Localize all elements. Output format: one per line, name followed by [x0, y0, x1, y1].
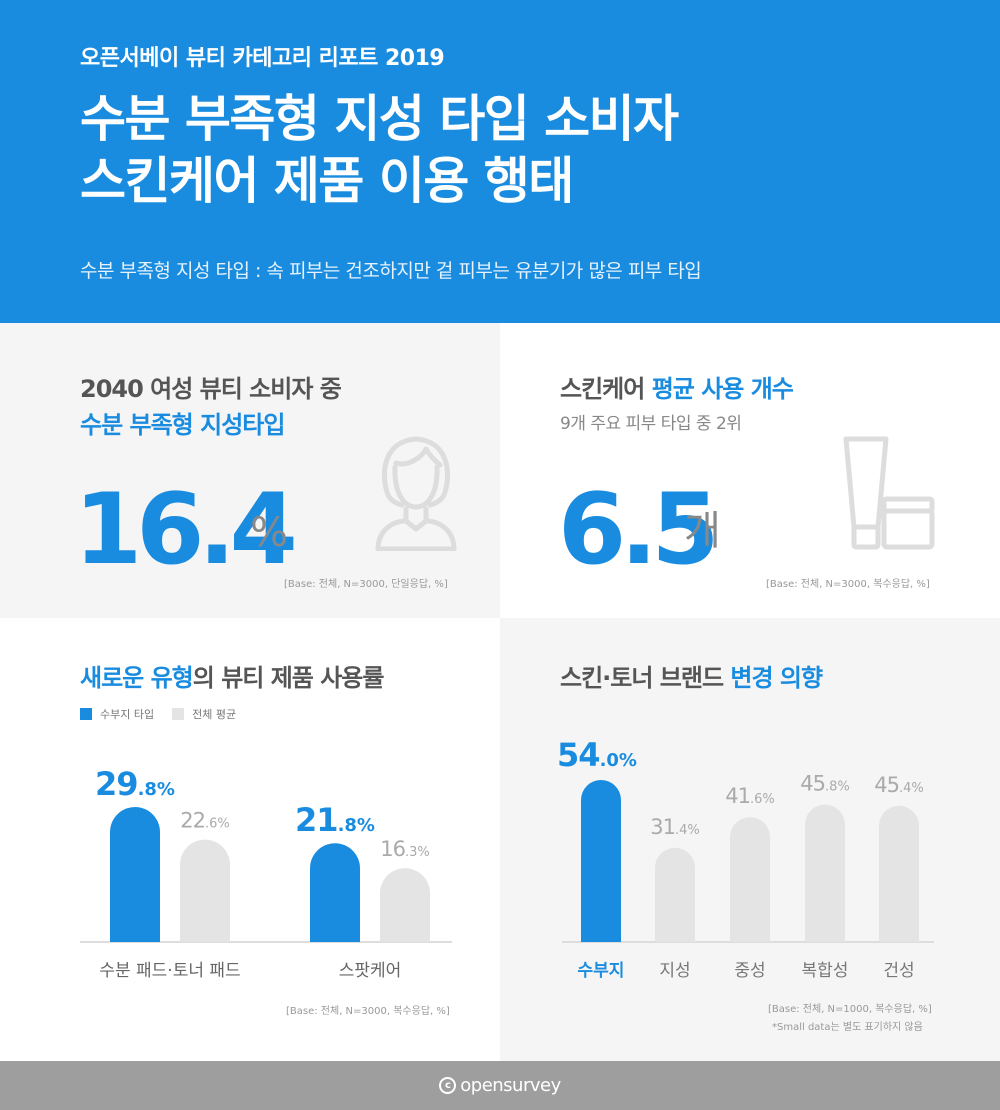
legend-swatch-series-1: [80, 708, 92, 720]
legend-item-series-1: 수부지 타입: [80, 706, 154, 722]
bar-1-0: [310, 843, 360, 942]
category-label-1: 스팟케어: [339, 961, 402, 981]
bar-label-2: 41.6%: [725, 784, 775, 808]
woman-icon: [375, 436, 457, 551]
panel-share-base-note: [Base: 전체, N=3000, 단일응답, %]: [284, 579, 448, 590]
cosmetics-icon: [843, 436, 935, 550]
legend-swatch-series-2: [172, 708, 185, 720]
bar-label-0-0-int: 29: [95, 765, 138, 803]
panel-new-product-usage-title-plain: 의 뷰티 제품 사용률: [192, 664, 385, 692]
bar-4: [879, 805, 919, 942]
bar-0-0: [110, 807, 160, 942]
bar-1-1: [380, 868, 430, 942]
panel-avg-count: 스킨케어 평균 사용 개수 9개 주요 피부 타입 중 2위 6.5 개 [Ba…: [500, 323, 1000, 618]
chart-legend: 수부지 타입 전체 평균: [80, 706, 254, 722]
bar-label-4: 45.4%: [874, 773, 924, 797]
category-label-4: 건성: [883, 961, 914, 981]
bar-label-1: 31.4%: [650, 815, 700, 839]
bar-label-4-dec: .4%: [899, 781, 924, 796]
bar-label-3-int: 45: [800, 772, 825, 796]
category-label-2: 중성: [734, 961, 765, 981]
bar-label-0-1-int: 22: [180, 809, 205, 833]
title-line-1: 수분 부족형 지성 타입 소비자: [80, 90, 679, 148]
panel-brand-switch-title: 스킨·토너 브랜드 변경 의향: [560, 658, 823, 693]
report-series-label: 오픈서베이 뷰티 카테고리 리포트 2019: [80, 46, 445, 71]
bar-label-1-1-int: 16: [380, 837, 405, 861]
panel-share-title-line-1: 2040 여성 뷰티 소비자 중: [80, 375, 342, 403]
panel-new-product-usage: 새로운 유형의 뷰티 제품 사용률 수부지 타입 전체 평균 29.8% 22.6…: [0, 618, 500, 1061]
panel-avg-count-subtitle: 9개 주요 피부 타입 중 2위: [560, 414, 742, 434]
bar-label-0: 54.0%: [557, 736, 637, 774]
bar-label-1-dec: .4%: [675, 823, 700, 838]
panel-avg-count-title-plain: 스킨케어: [560, 375, 652, 403]
bar-label-3: 45.8%: [800, 772, 850, 796]
bar-label-0-0-dec: .8%: [138, 779, 175, 800]
panel-avg-count-base-note: [Base: 전체, N=3000, 복수응답, %]: [766, 579, 930, 590]
panel-brand-switch-footnote: *Small data는 별도 표기하지 않음: [772, 1022, 923, 1033]
bar-2: [730, 817, 770, 942]
bar-label-0-int: 54: [557, 736, 600, 774]
header-banner: 오픈서베이 뷰티 카테고리 리포트 2019 수분 부족형 지성 타입 소비자 …: [0, 0, 1000, 323]
category-label-0: 수부지: [578, 961, 625, 981]
bar-label-1-1-dec: .3%: [405, 845, 430, 860]
legend-item-series-2: 전체 평균: [172, 706, 236, 722]
bar-label-1-0-dec: .8%: [338, 815, 375, 836]
category-label-1: 지성: [659, 961, 690, 981]
bar-0: [581, 780, 621, 942]
title-line-2: 스킨케어 제품 이용 행태: [80, 152, 574, 210]
bar-label-0-1: 22.6%: [180, 809, 230, 833]
panel-avg-count-value: 6.5: [558, 473, 720, 587]
footer-brand: opensurvey: [460, 1075, 561, 1096]
bar-3: [805, 804, 845, 942]
category-label-3: 복합성: [802, 961, 849, 981]
bar-1: [655, 847, 695, 942]
panel-new-product-usage-title: 새로운 유형의 뷰티 제품 사용률: [80, 658, 385, 693]
opensurvey-logo-icon: c: [439, 1077, 457, 1094]
panel-avg-count-unit: 개: [684, 508, 721, 554]
panel-avg-count-title: 스킨케어 평균 사용 개수: [560, 369, 794, 404]
panel-brand-switch-title-highlight: 변경 의향: [730, 664, 823, 692]
panel-brand-switch: 스킨·토너 브랜드 변경 의향 54.0% 수부지 31.4% 지성 41.6% 중성 45…: [500, 618, 1000, 1061]
footer-bar: c opensurvey: [0, 1061, 1000, 1110]
bar-label-1-1: 16.3%: [380, 837, 430, 861]
panel-share-title-line-2: 수분 부족형 지성타입: [80, 411, 285, 439]
panel-share-unit: %: [250, 510, 289, 556]
bar-label-4-int: 45: [874, 773, 899, 797]
bar-label-1-int: 31: [650, 815, 675, 839]
bar-label-0-dec: .0%: [600, 750, 637, 771]
bar-label-0-1-dec: .6%: [205, 817, 230, 832]
page-subtitle: 수분 부족형 지성 타입 : 속 피부는 건조하지만 겉 피부는 유분기가 많은…: [80, 260, 702, 282]
panel-share: 2040 여성 뷰티 소비자 중 수분 부족형 지성타입 16.4 % [Bas…: [0, 323, 500, 618]
bar-label-2-int: 41: [725, 784, 750, 808]
bar-0-1: [180, 839, 230, 942]
page-title: 수분 부족형 지성 타입 소비자 스킨케어 제품 이용 행태: [80, 88, 679, 212]
panel-avg-count-title-highlight: 평균 사용 개수: [651, 375, 794, 403]
panel-brand-switch-title-plain: 스킨·토너 브랜드: [560, 664, 731, 692]
panel-new-product-usage-base-note: [Base: 전체, N=3000, 복수응답, %]: [286, 1006, 450, 1017]
bar-label-2-dec: .6%: [750, 792, 775, 807]
bar-label-3-dec: .8%: [825, 780, 850, 795]
bar-label-1-0-int: 21: [295, 801, 338, 839]
bar-label-1-0: 21.8%: [295, 801, 375, 839]
panel-new-product-usage-title-highlight: 새로운 유형: [80, 664, 194, 692]
legend-label-series-2: 전체 평균: [192, 708, 237, 721]
panel-brand-switch-base-note: [Base: 전체, N=1000, 복수응답, %]: [768, 1004, 932, 1015]
category-label-0: 수분 패드·토너 패드: [99, 961, 240, 981]
bar-label-0-0: 29.8%: [95, 765, 175, 803]
panel-share-value: 16.4: [74, 473, 298, 587]
legend-label-series-1: 수부지 타입: [100, 708, 155, 721]
